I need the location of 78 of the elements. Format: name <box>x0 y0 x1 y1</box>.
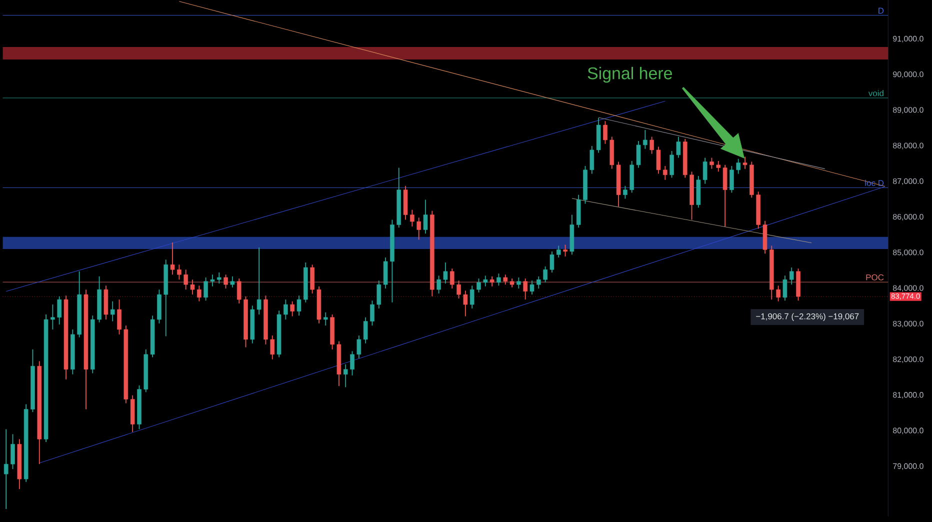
candlestick <box>490 276 494 287</box>
candlestick <box>323 312 328 326</box>
candlestick <box>216 272 222 284</box>
candlestick <box>224 274 228 289</box>
ref-line-label: POC <box>866 274 884 280</box>
candlestick <box>350 350 354 376</box>
candlestick <box>190 278 195 295</box>
candlestick <box>563 244 568 257</box>
candlestick <box>722 164 728 227</box>
candlestick <box>290 300 294 317</box>
annotation: −1,906.7 (−2.23%) −19,067 <box>756 312 859 321</box>
candlestick <box>523 278 528 300</box>
candlestick <box>436 275 441 294</box>
candlestick <box>110 300 115 322</box>
candlestick <box>117 298 122 335</box>
candlestick <box>503 274 508 285</box>
candlestick <box>236 278 242 304</box>
ref-line-label: D <box>878 8 884 14</box>
candlestick <box>410 209 414 227</box>
ref-line-label: void <box>868 90 884 96</box>
candlestick <box>676 136 681 158</box>
candlestick <box>456 280 461 299</box>
candlestick <box>650 136 654 154</box>
candlestick <box>643 129 648 150</box>
candlestick <box>370 300 374 326</box>
candlestick <box>590 145 594 174</box>
candlestick <box>550 250 554 273</box>
candlestick <box>230 276 235 288</box>
candlestick <box>284 298 288 320</box>
candlestick <box>356 334 362 359</box>
candlestick <box>776 284 780 302</box>
candlestick <box>184 268 188 290</box>
candlestick <box>4 428 8 510</box>
candlestick <box>736 158 741 174</box>
candlestick <box>296 294 302 316</box>
candlestick <box>543 266 548 283</box>
candlestick <box>416 216 421 240</box>
candlestick <box>177 264 182 280</box>
candlestick <box>623 185 628 199</box>
candlestick <box>443 262 448 284</box>
candlestick <box>343 364 348 388</box>
candlestick <box>10 434 15 470</box>
candlestick <box>710 157 714 170</box>
candlestick <box>383 256 388 289</box>
candlestick <box>270 334 275 360</box>
candlestick <box>670 150 674 178</box>
candlestick <box>716 160 721 172</box>
candlestick <box>450 268 454 289</box>
candlestick <box>310 264 314 294</box>
candlestick <box>730 165 734 193</box>
candlestick <box>702 157 708 184</box>
candlestick <box>256 246 262 315</box>
candlestick <box>204 276 208 301</box>
candlestick <box>376 280 382 309</box>
candlestick <box>656 146 661 174</box>
candlestick <box>556 245 561 258</box>
candlestick <box>636 140 641 168</box>
candlestick <box>530 280 534 295</box>
candlestick <box>170 242 175 275</box>
candlestick <box>476 278 481 293</box>
candlestick <box>50 304 55 330</box>
candlestick <box>463 290 468 317</box>
candlestick <box>197 284 202 302</box>
candlestick <box>423 199 428 234</box>
candlestick <box>496 272 501 286</box>
candlestick <box>789 266 794 285</box>
candlestick <box>363 316 368 344</box>
candlestick <box>210 274 215 287</box>
candlestick <box>603 120 608 144</box>
candlestick <box>782 275 788 301</box>
candlestick <box>662 165 668 180</box>
candlestick <box>742 156 748 170</box>
candlestick <box>483 275 488 287</box>
annotation: Signal here <box>588 66 672 82</box>
candlestick <box>470 284 474 309</box>
candlestick <box>57 296 62 325</box>
candlestick <box>516 276 521 289</box>
candlestick <box>536 276 541 289</box>
